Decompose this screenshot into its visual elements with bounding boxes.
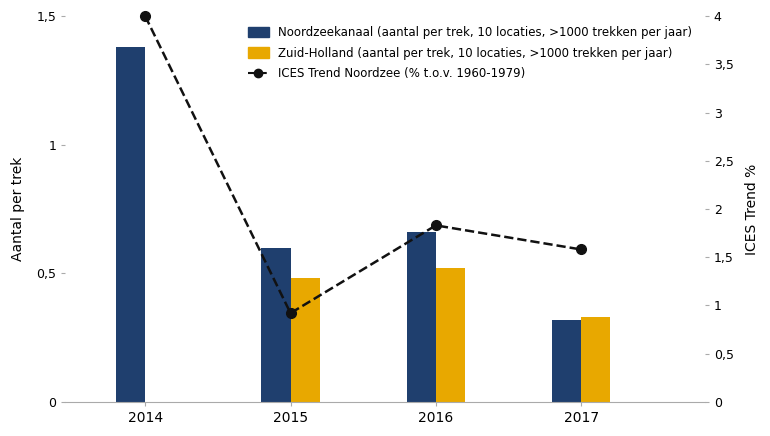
- Bar: [552, 320, 581, 402]
- Bar: [262, 248, 290, 402]
- Y-axis label: Aantal per trek: Aantal per trek: [11, 157, 25, 261]
- Y-axis label: ICES Trend %: ICES Trend %: [745, 164, 759, 255]
- Legend: Noordzeekanaal (aantal per trek, 10 locaties, >1000 trekken per jaar), Zuid-Holl: Noordzeekanaal (aantal per trek, 10 loca…: [248, 26, 692, 80]
- Bar: [407, 232, 436, 402]
- Bar: [290, 279, 320, 402]
- Bar: [581, 317, 611, 402]
- Bar: [436, 268, 465, 402]
- Bar: [116, 47, 146, 402]
